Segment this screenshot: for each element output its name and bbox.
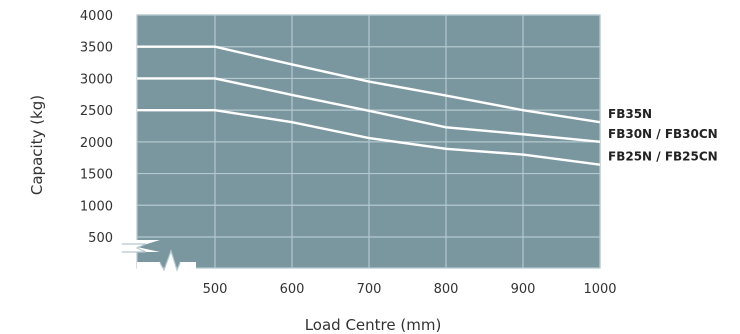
y-tick-label: 2500 bbox=[80, 104, 113, 119]
x-tick-label: 1000 bbox=[583, 282, 616, 297]
x-axis-break-line bbox=[159, 249, 181, 272]
series-line-2 bbox=[137, 108, 601, 166]
series-labels: FB35N FB30N / FB30CN FB25N / FB25CN bbox=[608, 107, 718, 163]
y-tick-label: 4000 bbox=[80, 9, 113, 24]
series-line-0 bbox=[137, 45, 601, 124]
series-label: FB35N bbox=[608, 107, 652, 121]
y-axis-title: Capacity (kg) bbox=[28, 95, 46, 195]
x-axis-break-mark bbox=[137, 250, 196, 275]
y-tick-label: 2000 bbox=[80, 136, 113, 151]
series-label: FB30N / FB30CN bbox=[608, 127, 718, 141]
x-tick-label: 900 bbox=[511, 282, 536, 297]
x-axis-title: Load Centre (mm) bbox=[305, 316, 442, 334]
y-axis-break-mark bbox=[120, 240, 160, 252]
x-tick-label: 600 bbox=[280, 282, 305, 297]
series-lines bbox=[137, 45, 601, 166]
series-label: FB25N / FB25CN bbox=[608, 150, 718, 164]
y-tick-label: 500 bbox=[88, 231, 113, 246]
x-tick-label: 500 bbox=[203, 282, 228, 297]
y-tick-label: 3500 bbox=[80, 41, 113, 56]
x-tick-label: 800 bbox=[434, 282, 459, 297]
y-axis-break-line bbox=[122, 243, 147, 253]
y-tick-label: 1000 bbox=[80, 199, 113, 214]
x-axis-ticks: 500 600 700 800 900 1000 bbox=[203, 282, 617, 297]
y-tick-label: 3000 bbox=[80, 72, 113, 87]
axis-break bbox=[120, 240, 196, 275]
x-tick-label: 700 bbox=[357, 282, 382, 297]
series-line-1 bbox=[137, 77, 601, 144]
y-tick-label: 1500 bbox=[80, 168, 113, 183]
y-axis-ticks: 500 1000 1500 2000 2500 3000 3500 4000 bbox=[80, 9, 113, 246]
